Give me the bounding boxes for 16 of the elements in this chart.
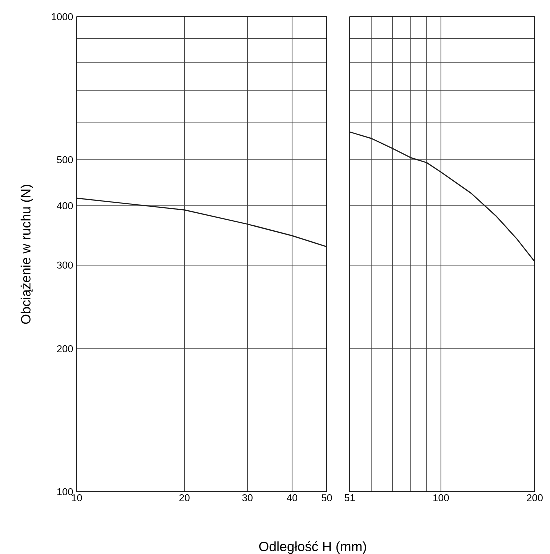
- x-tick-label: 30: [242, 494, 253, 502]
- x-tick-label: 10: [72, 494, 82, 502]
- y-tick-label: 300: [57, 262, 74, 269]
- y-axis-title: Obciążenie w ruchu (N): [20, 185, 34, 324]
- x-axis-title: Odległość H (mm): [259, 541, 366, 554]
- y-tick-label: 500: [57, 156, 74, 164]
- x-tick-label: 51: [344, 494, 356, 502]
- y-tick-label: 1000: [52, 13, 74, 21]
- x-tick-label: 40: [287, 494, 298, 502]
- y-tick-label: 100: [58, 488, 74, 496]
- y-tick-label: 200: [57, 345, 74, 353]
- x-tick-label: 200: [527, 494, 543, 502]
- y-tick-label: 400: [57, 202, 74, 210]
- x-tick-label: 20: [180, 494, 190, 502]
- x-tick-label: 50: [322, 494, 332, 502]
- x-tick-label: 100: [434, 494, 450, 502]
